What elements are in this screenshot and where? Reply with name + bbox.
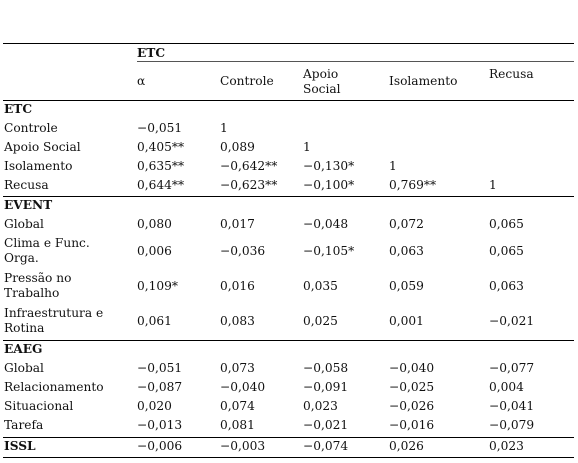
table-cell: −0,036 <box>220 244 266 258</box>
col-header-isolamento: Isolamento <box>389 74 458 88</box>
table-cell: −0,130* <box>303 159 355 173</box>
section-rule <box>3 196 574 197</box>
table-cell: 0,020 <box>137 399 172 413</box>
table-cell: 0,080 <box>137 217 172 231</box>
table-cell: −0,051 <box>137 121 183 135</box>
table-bottom-rule <box>3 457 574 458</box>
table-cell: −0,623** <box>220 178 278 192</box>
table-cell: 0,023 <box>303 399 338 413</box>
table-cell: 0,065 <box>489 244 524 258</box>
table-cell: 0,072 <box>389 217 424 231</box>
table-cell: 0,004 <box>489 380 524 394</box>
table-cell: −0,040 <box>389 361 435 375</box>
table-cell: 0,644** <box>137 178 185 192</box>
table-cell: −0,091 <box>303 380 349 394</box>
table-cell: 1 <box>303 140 311 154</box>
table-cell: 0,089 <box>220 140 255 154</box>
table-cell: −0,016 <box>389 418 435 432</box>
table-cell: −0,077 <box>489 361 535 375</box>
table-cell: 0,025 <box>303 314 338 328</box>
table-cell: −0,105* <box>303 244 355 258</box>
col-header-recusa: Recusa <box>489 67 534 81</box>
footer-row-label: ISSL <box>4 439 36 453</box>
table-cell: −0,003 <box>220 439 266 453</box>
table-cell: −0,006 <box>137 439 183 453</box>
table-cell: −0,021 <box>489 314 535 328</box>
table-cell: 0,026 <box>389 439 424 453</box>
row-label: Infraestrutura e Rotina <box>4 306 104 335</box>
table-cell: 1 <box>489 178 497 192</box>
table-cell: 0,405** <box>137 140 185 154</box>
row-label: Tarefa <box>4 418 44 432</box>
table-cell: 0,083 <box>220 314 255 328</box>
table-cell: 0,073 <box>220 361 255 375</box>
table-cell: 0,017 <box>220 217 255 231</box>
row-label: Apoio Social <box>4 140 81 154</box>
col-header-alpha: α <box>137 74 146 88</box>
section-title: EVENT <box>4 198 53 212</box>
table-cell: 1 <box>220 121 228 135</box>
table-cell: 1 <box>389 159 397 173</box>
table-cell: −0,100* <box>303 178 355 192</box>
row-label: Isolamento <box>4 159 73 173</box>
row-label: Global <box>4 361 44 375</box>
table-cell: 0,035 <box>303 279 338 293</box>
row-label: Situacional <box>4 399 74 413</box>
table-cell: −0,025 <box>389 380 435 394</box>
table-cell: 0,063 <box>489 279 524 293</box>
table-top-rule <box>3 43 574 44</box>
table-cell: 0,059 <box>389 279 424 293</box>
row-label: Relacionamento <box>4 380 104 394</box>
section-rule <box>3 340 574 341</box>
table-cell: 0,769** <box>389 178 437 192</box>
table-cell: 0,635** <box>137 159 185 173</box>
row-label: Controle <box>4 121 58 135</box>
table-cell: 0,081 <box>220 418 255 432</box>
row-label: Pressão no Trabalho <box>4 271 72 300</box>
table-cell: 0,006 <box>137 244 172 258</box>
table-cell: 0,074 <box>220 399 255 413</box>
header-group-label: ETC <box>137 46 166 60</box>
table-cell: 0,109* <box>137 279 178 293</box>
section-title: ETC <box>4 102 33 116</box>
table-cell: −0,013 <box>137 418 183 432</box>
table-cell: −0,041 <box>489 399 535 413</box>
table-cell: −0,074 <box>303 439 349 453</box>
table-cell: −0,051 <box>137 361 183 375</box>
table-cell: 0,065 <box>489 217 524 231</box>
table-cell: −0,048 <box>303 217 349 231</box>
section-title: EAEG <box>4 342 43 356</box>
header-group-rule <box>137 61 574 62</box>
footer-rule <box>3 437 574 438</box>
table-cell: −0,040 <box>220 380 266 394</box>
table-cell: −0,026 <box>389 399 435 413</box>
table-cell: 0,023 <box>489 439 524 453</box>
row-label: Global <box>4 217 44 231</box>
header-bottom-rule <box>3 100 574 101</box>
row-label: Recusa <box>4 178 49 192</box>
table-cell: −0,058 <box>303 361 349 375</box>
table-cell: −0,642** <box>220 159 278 173</box>
row-label: Clima e Func. Orga. <box>4 236 90 265</box>
table-cell: 0,001 <box>389 314 424 328</box>
table-cell: −0,079 <box>489 418 535 432</box>
table-cell: 0,016 <box>220 279 255 293</box>
col-header-apoio-social: Apoio Social <box>303 67 341 96</box>
table-cell: 0,063 <box>389 244 424 258</box>
col-header-controle: Controle <box>220 74 274 88</box>
table-cell: −0,021 <box>303 418 349 432</box>
table-cell: −0,087 <box>137 380 183 394</box>
table-cell: 0,061 <box>137 314 172 328</box>
